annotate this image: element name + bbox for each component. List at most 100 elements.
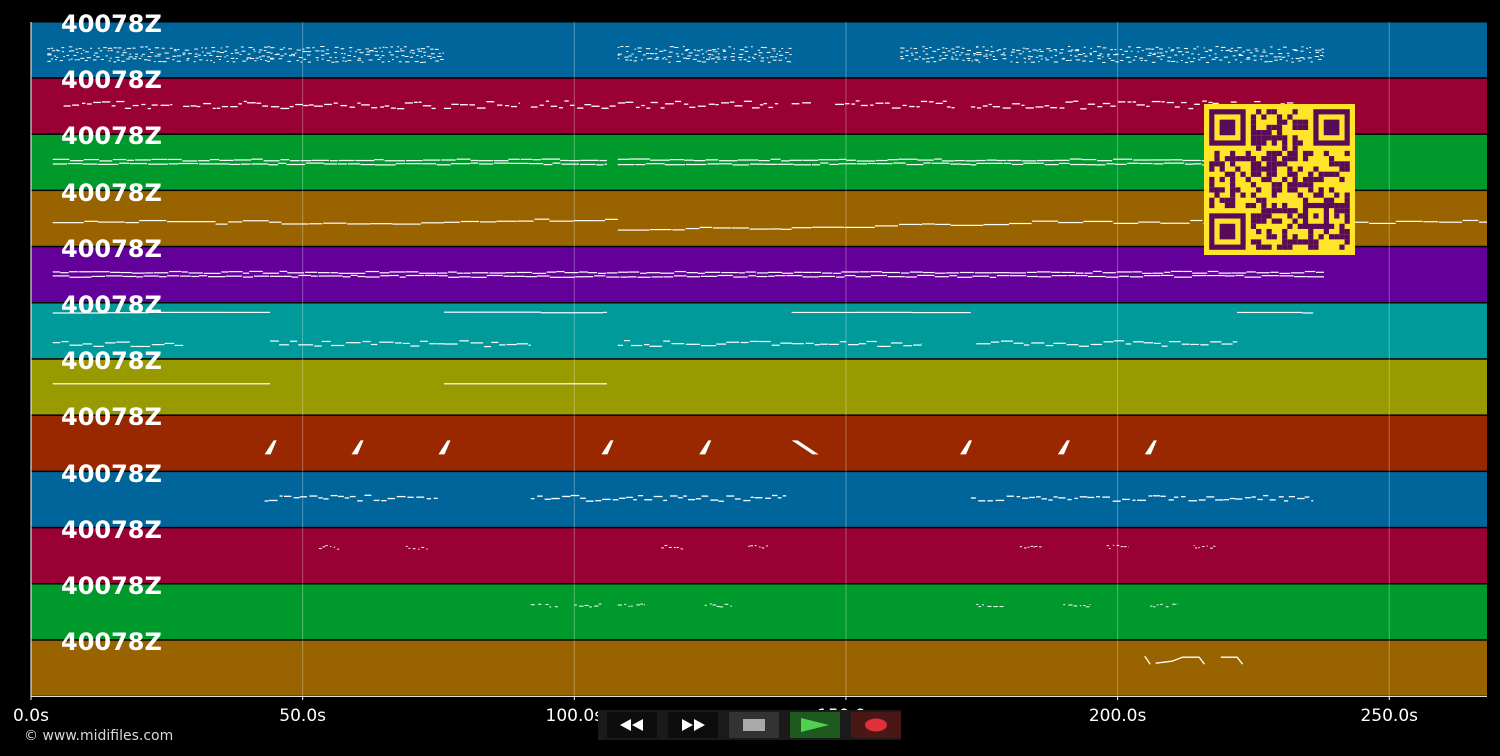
- note: [737, 159, 759, 161]
- note: [47, 54, 52, 56]
- note: [626, 496, 633, 499]
- note: [589, 606, 592, 608]
- note: [1198, 499, 1206, 501]
- note: [212, 107, 216, 110]
- note: [1108, 58, 1111, 60]
- note: [1215, 46, 1219, 48]
- note: [1038, 55, 1043, 57]
- note: [1242, 51, 1245, 53]
- note: [56, 49, 58, 51]
- note: [126, 47, 131, 49]
- note: [688, 52, 693, 54]
- note: [1292, 49, 1297, 51]
- note: [1395, 220, 1423, 222]
- note: [1225, 50, 1229, 52]
- note: [247, 53, 251, 55]
- note: [1044, 163, 1059, 166]
- note: [357, 49, 361, 51]
- note: [67, 162, 83, 165]
- fast-forward-button[interactable]: [668, 712, 718, 738]
- note: [1011, 163, 1024, 166]
- note: [1478, 221, 1488, 223]
- note: [56, 50, 60, 52]
- note: [238, 103, 242, 105]
- note: [1224, 499, 1229, 501]
- note: [388, 51, 392, 53]
- note: [1206, 496, 1215, 498]
- note: [760, 57, 765, 59]
- note: [641, 104, 645, 107]
- note: [998, 49, 1002, 51]
- note: [120, 271, 132, 274]
- note: [1116, 544, 1120, 546]
- play-button[interactable]: [790, 712, 840, 738]
- note: [403, 46, 407, 48]
- note: [841, 271, 860, 273]
- note: [323, 222, 347, 224]
- note: [1237, 311, 1303, 314]
- note: [780, 342, 792, 344]
- note: [987, 500, 993, 502]
- note: [1288, 495, 1295, 498]
- note: [479, 221, 497, 223]
- note: [1170, 159, 1183, 161]
- note: [264, 440, 277, 455]
- note: [1057, 440, 1070, 455]
- note: [318, 272, 330, 274]
- note: [353, 55, 356, 57]
- note: [606, 276, 620, 278]
- note: [470, 162, 479, 164]
- note: [1302, 312, 1314, 314]
- note: [1155, 656, 1206, 665]
- note: [354, 51, 357, 53]
- note: [970, 311, 971, 314]
- note: [1133, 159, 1152, 161]
- note: [416, 496, 425, 498]
- note: [338, 272, 356, 274]
- note: [456, 158, 471, 160]
- note: [1181, 54, 1184, 56]
- note: [412, 548, 416, 550]
- note: [675, 53, 679, 55]
- note: [1301, 46, 1304, 48]
- note: [61, 340, 69, 343]
- note: [875, 159, 888, 162]
- note: [1021, 160, 1037, 162]
- note: [1148, 495, 1153, 497]
- note: [1319, 54, 1323, 56]
- note: [139, 219, 167, 222]
- note: [330, 546, 332, 548]
- rewind-button[interactable]: [607, 712, 657, 738]
- note: [609, 105, 616, 107]
- note: [1213, 545, 1216, 547]
- note: [374, 159, 384, 161]
- note: [382, 46, 385, 48]
- note: [1203, 57, 1206, 59]
- stop-button[interactable]: [729, 712, 779, 738]
- note: [939, 55, 942, 57]
- note: [224, 56, 226, 58]
- note: [440, 58, 444, 60]
- note: [855, 311, 913, 313]
- note: [1087, 103, 1095, 105]
- note: [279, 344, 289, 346]
- note: [173, 50, 177, 52]
- note: [436, 343, 444, 345]
- note: [990, 341, 1000, 343]
- note: [1182, 159, 1201, 162]
- note: [961, 47, 965, 49]
- note: [1142, 272, 1152, 274]
- note: [1193, 545, 1195, 547]
- record-button[interactable]: [851, 712, 901, 738]
- note: [230, 106, 238, 108]
- note: [377, 58, 381, 60]
- note: [1120, 60, 1124, 62]
- note: [759, 104, 764, 106]
- note: [1277, 48, 1281, 50]
- note: [1235, 498, 1243, 500]
- note: [182, 52, 186, 54]
- note: [438, 440, 451, 455]
- note: [81, 276, 92, 278]
- note: [321, 340, 331, 343]
- note: [902, 104, 907, 107]
